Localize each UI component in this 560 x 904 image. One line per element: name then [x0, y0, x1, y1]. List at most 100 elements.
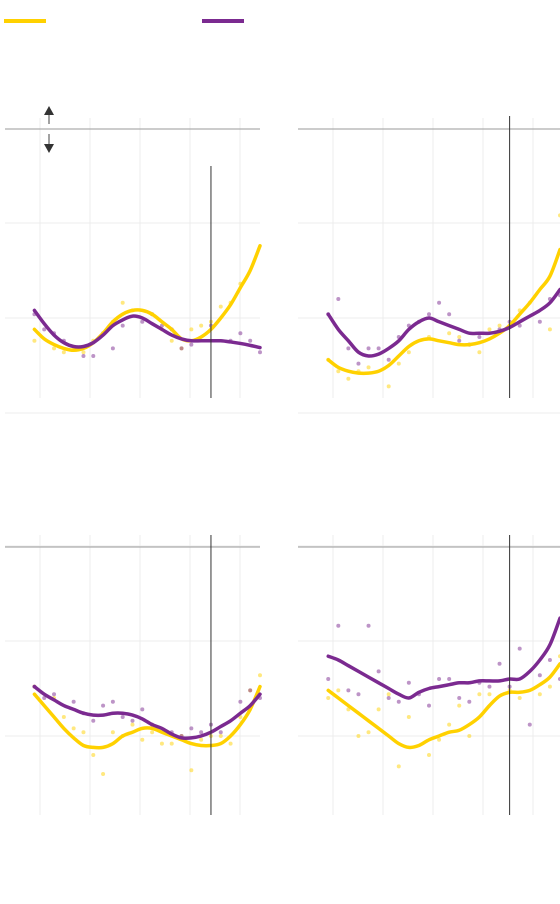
point-series-a: [189, 327, 194, 332]
point-series-b: [258, 350, 262, 355]
point-series-b: [120, 715, 125, 719]
point-series-b: [248, 688, 253, 693]
point-series-b: [110, 699, 115, 704]
point-series-b: [437, 300, 442, 305]
point-series-a: [396, 764, 401, 769]
point-series-b: [218, 730, 223, 735]
point-series-b: [336, 297, 341, 301]
point-series-a: [427, 753, 431, 757]
point-series-b: [336, 623, 341, 628]
legend-swatch-series-a: [4, 19, 46, 23]
legend-swatch-series-b: [202, 19, 244, 23]
point-series-b: [140, 707, 145, 712]
point-series-b: [120, 323, 125, 328]
point-series-a: [199, 737, 204, 742]
point-series-b: [517, 323, 522, 328]
point-series-a: [346, 376, 351, 381]
trend-line-series-b: [326, 287, 560, 358]
point-series-b: [140, 319, 145, 324]
point-series-a: [218, 304, 223, 309]
point-series-a: [169, 741, 174, 746]
point-series-a: [406, 350, 411, 355]
point-series-a: [130, 722, 135, 727]
point-series-a: [396, 361, 401, 366]
point-series-b: [497, 661, 502, 666]
point-series-b: [238, 331, 243, 336]
trend-line-series-b: [326, 616, 560, 700]
point-series-b: [386, 357, 391, 362]
point-series-b: [366, 623, 371, 628]
point-series-b: [91, 718, 96, 723]
point-series-b: [346, 346, 351, 351]
point-series-b: [517, 646, 522, 651]
panel-2: [298, 116, 560, 414]
point-series-a: [258, 673, 262, 678]
point-series-b: [447, 677, 452, 681]
panel-4: [298, 535, 560, 815]
point-series-a: [457, 703, 462, 708]
point-series-b: [396, 699, 401, 704]
point-series-b: [457, 338, 462, 343]
point-series-b: [189, 726, 194, 731]
arrow-up-icon: [44, 106, 54, 115]
point-series-a: [406, 715, 411, 719]
point-series-a: [140, 737, 145, 742]
point-series-a: [477, 692, 482, 697]
point-series-b: [199, 730, 204, 735]
point-series-a: [437, 737, 442, 742]
point-series-a: [159, 741, 164, 746]
point-series-a: [547, 684, 552, 689]
point-series-a: [81, 350, 86, 355]
point-series-a: [457, 335, 462, 339]
point-series-a: [376, 707, 381, 712]
point-series-a: [71, 726, 76, 731]
point-series-b: [356, 692, 361, 697]
point-series-a: [487, 692, 492, 697]
point-series-b: [427, 703, 431, 708]
point-series-a: [189, 768, 194, 773]
panel-1: [5, 118, 262, 414]
point-series-a: [366, 365, 371, 370]
point-series-b: [537, 319, 542, 324]
point-series-b: [547, 658, 552, 662]
point-series-b: [487, 684, 492, 689]
point-series-a: [497, 323, 502, 328]
point-series-b: [238, 699, 243, 704]
point-series-b: [477, 335, 482, 339]
point-series-b: [189, 342, 194, 347]
point-series-b: [346, 688, 351, 693]
point-series-a: [120, 300, 125, 305]
point-series-a: [447, 331, 452, 336]
point-series-b: [248, 338, 253, 343]
point-series-a: [467, 734, 472, 738]
point-series-b: [457, 696, 462, 700]
point-series-b: [437, 677, 442, 681]
point-series-b: [376, 669, 381, 674]
point-series-a: [447, 722, 452, 727]
point-series-b: [71, 699, 76, 704]
point-series-a: [81, 730, 86, 735]
point-series-a: [547, 327, 552, 332]
point-series-a: [150, 730, 155, 735]
point-series-b: [130, 718, 135, 723]
point-series-a: [487, 327, 492, 332]
point-series-b: [427, 312, 431, 317]
point-series-a: [326, 696, 331, 700]
point-series-a: [110, 730, 115, 735]
point-series-b: [42, 327, 47, 332]
point-series-a: [336, 688, 341, 693]
point-series-a: [199, 323, 204, 328]
point-series-b: [366, 346, 371, 351]
point-series-b: [52, 692, 57, 697]
trend-line-series-b: [32, 684, 262, 741]
point-series-a: [356, 734, 361, 738]
point-series-a: [101, 772, 106, 776]
point-series-b: [527, 722, 532, 727]
point-series-a: [61, 350, 66, 355]
panel-3: [5, 535, 262, 815]
point-series-b: [101, 703, 106, 708]
point-series-a: [169, 338, 174, 343]
point-series-b: [386, 696, 391, 700]
trend-line-series-a: [32, 244, 262, 353]
